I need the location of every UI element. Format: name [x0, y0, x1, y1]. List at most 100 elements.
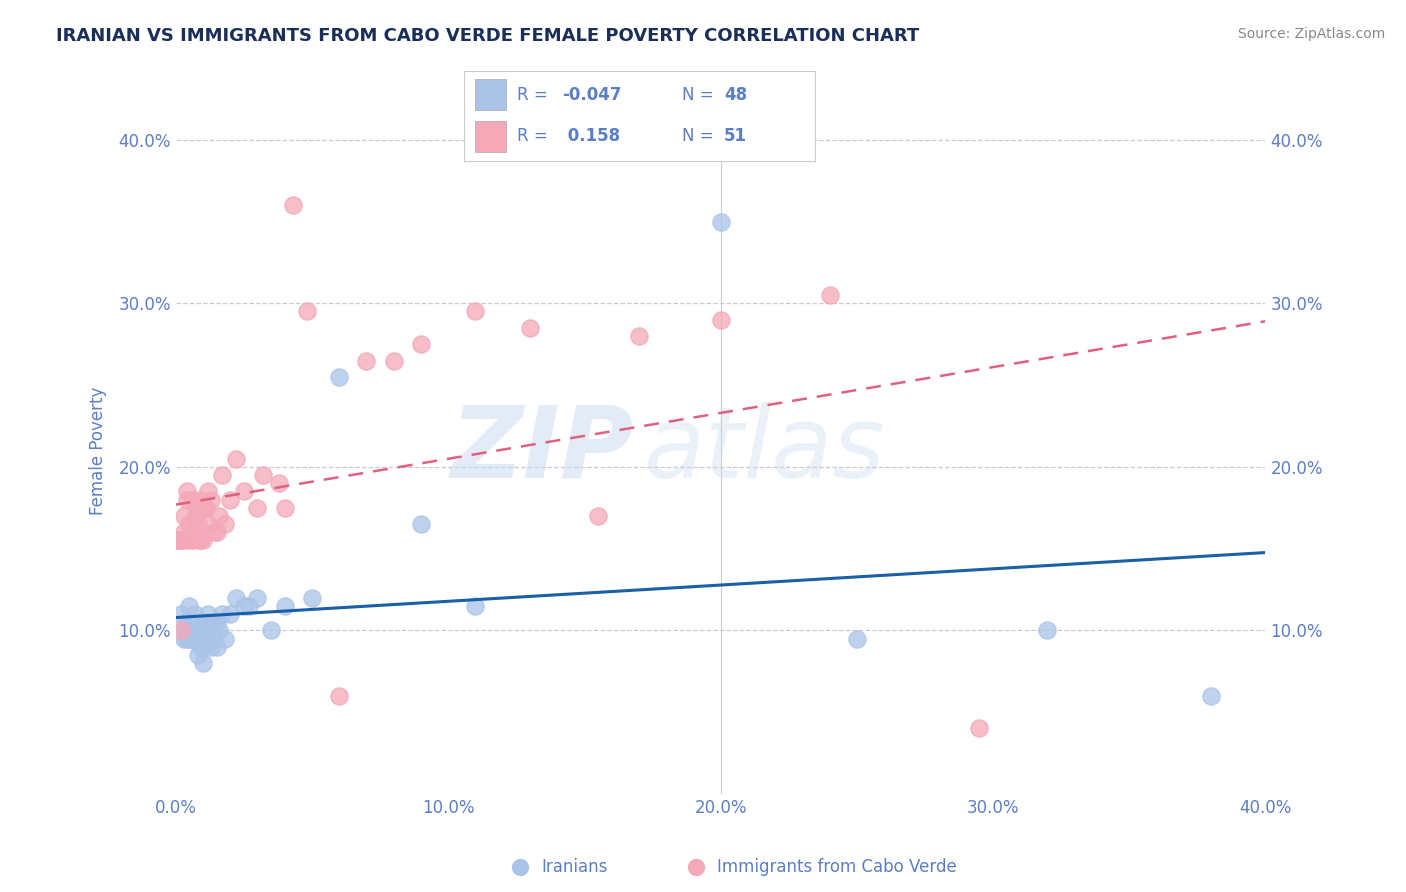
Text: ZIP: ZIP [450, 402, 633, 499]
Point [191, 533, 214, 548]
Point [197, 484, 219, 499]
Point [1036, 624, 1059, 638]
Point [179, 599, 201, 613]
Point [194, 615, 217, 630]
Point [197, 516, 219, 531]
Point [464, 304, 486, 318]
Point [214, 516, 236, 531]
Text: Source: ZipAtlas.com: Source: ZipAtlas.com [1237, 27, 1385, 41]
Point [627, 329, 650, 343]
Point [173, 508, 195, 523]
Point [186, 516, 209, 531]
Point [188, 640, 211, 654]
Point [409, 337, 432, 351]
Point [238, 599, 260, 613]
Point [181, 492, 204, 507]
Point [464, 599, 486, 613]
Point [179, 624, 201, 638]
Point [274, 500, 297, 515]
Point [232, 599, 254, 613]
Text: Immigrants from Cabo Verde: Immigrants from Cabo Verde [717, 858, 957, 877]
Y-axis label: Female Poverty: Female Poverty [89, 386, 107, 515]
Point [219, 492, 242, 507]
Point [225, 451, 247, 466]
Point [181, 533, 204, 548]
Point [328, 689, 350, 703]
Point [710, 214, 733, 228]
Point [186, 533, 209, 548]
Text: 0.158: 0.158 [562, 128, 620, 145]
Point [184, 607, 207, 621]
Point [200, 615, 222, 630]
Point [170, 533, 193, 548]
Point [184, 508, 207, 523]
Point [246, 500, 269, 515]
Point [845, 632, 868, 646]
Point [409, 516, 432, 531]
Point [181, 615, 204, 630]
Text: Iranians: Iranians [541, 858, 607, 877]
Point [173, 624, 195, 638]
Point [200, 640, 222, 654]
Point [214, 632, 236, 646]
Point [184, 525, 207, 540]
Point [186, 632, 209, 646]
Point [188, 615, 211, 630]
Point [191, 624, 214, 638]
Point [186, 500, 209, 515]
Text: -0.047: -0.047 [562, 86, 621, 103]
Point [173, 525, 195, 540]
Point [179, 632, 201, 646]
Point [191, 500, 214, 515]
Point [205, 640, 228, 654]
Point [205, 615, 228, 630]
Text: N =: N = [682, 86, 718, 103]
Point [170, 607, 193, 621]
Point [186, 648, 209, 662]
Point [969, 722, 991, 736]
Point [225, 591, 247, 605]
Point [219, 607, 242, 621]
Point [509, 860, 531, 874]
Point [232, 484, 254, 499]
Point [301, 591, 323, 605]
Point [1199, 689, 1222, 703]
Text: atlas: atlas [644, 402, 886, 499]
Text: R =: R = [517, 86, 553, 103]
Point [202, 525, 225, 540]
Point [205, 525, 228, 540]
Point [202, 632, 225, 646]
Point [181, 632, 204, 646]
Text: 48: 48 [724, 86, 747, 103]
Point [179, 516, 201, 531]
Point [184, 632, 207, 646]
Point [208, 624, 231, 638]
Point [181, 624, 204, 638]
Point [281, 198, 304, 212]
Point [179, 533, 201, 548]
Point [197, 607, 219, 621]
Point [252, 467, 274, 482]
Point [188, 533, 211, 548]
Text: 51: 51 [724, 128, 747, 145]
Point [246, 591, 269, 605]
Point [176, 484, 198, 499]
Point [269, 476, 291, 491]
Text: R =: R = [517, 128, 553, 145]
Point [176, 632, 198, 646]
Point [328, 369, 350, 384]
Point [208, 508, 231, 523]
Text: N =: N = [682, 128, 718, 145]
Point [260, 624, 283, 638]
Point [191, 500, 214, 515]
Point [194, 632, 217, 646]
Point [586, 508, 609, 523]
Point [170, 624, 193, 638]
Point [211, 467, 233, 482]
Point [818, 288, 841, 302]
Point [710, 312, 733, 326]
Point [194, 500, 217, 515]
Point [197, 632, 219, 646]
Point [274, 599, 297, 613]
Point [167, 533, 190, 548]
